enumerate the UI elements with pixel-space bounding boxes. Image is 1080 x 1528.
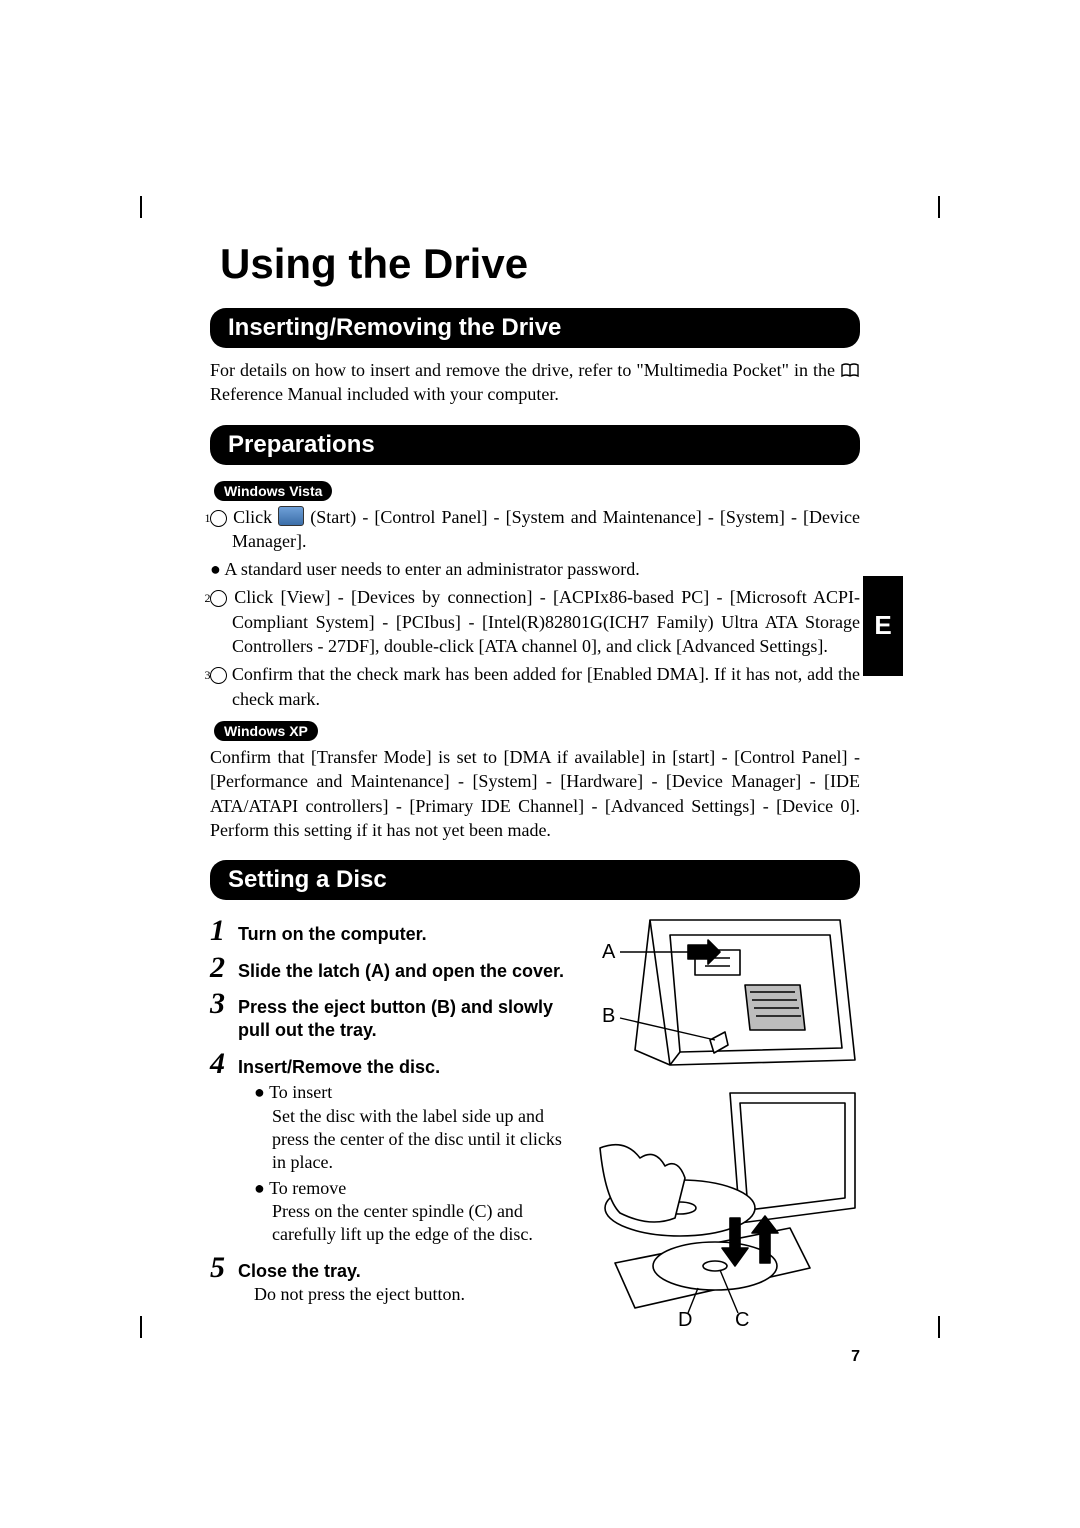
crop-mark: [938, 196, 940, 218]
insert-remove-body: For details on how to insert and remove …: [210, 358, 860, 407]
bullet-icon: ●: [210, 559, 221, 579]
text-fragment: For details on how to insert and remove …: [210, 360, 840, 380]
insert-sub-label: ● To insert: [254, 1081, 566, 1104]
text-fragment: To remove: [269, 1178, 346, 1198]
step-4: 4 Insert/Remove the disc.: [210, 1049, 566, 1079]
drive-latch-illustration: A B: [580, 910, 860, 1080]
text-fragment: Reference Manual included with your comp…: [210, 384, 559, 404]
bullet-icon: ●: [254, 1178, 265, 1198]
step-number: 1: [210, 916, 232, 946]
label-b: B: [602, 1005, 615, 1027]
steps-column: 1 Turn on the computer. 2 Slide the latc…: [210, 910, 566, 1306]
circled-1-icon: 1: [210, 510, 227, 527]
page-number: 7: [851, 1348, 860, 1366]
reference-manual-icon: [840, 360, 860, 376]
step-text: Insert/Remove the disc.: [238, 1056, 566, 1079]
section-heading-setting-disc: Setting a Disc: [210, 860, 860, 900]
vista-step-1: 1 Click (Start) - [Control Panel] - [Sys…: [210, 505, 860, 554]
crop-mark: [140, 196, 142, 218]
crop-mark: [140, 1316, 142, 1338]
windows-start-icon: [278, 506, 304, 526]
vista-step-2: 2 Click [View] - [Devices by connection]…: [210, 585, 860, 658]
step-number: 4: [210, 1049, 232, 1079]
windows-xp-badge: Windows XP: [214, 721, 318, 741]
remove-sub-desc: Press on the center spindle (C) and care…: [254, 1200, 566, 1247]
bullet-icon: ●: [254, 1082, 265, 1102]
remove-sub-label: ● To remove: [254, 1177, 566, 1200]
label-a: A: [602, 941, 616, 963]
step-2: 2 Slide the latch (A) and open the cover…: [210, 953, 566, 983]
step-1: 1 Turn on the computer.: [210, 916, 566, 946]
text-fragment: Confirm that the check mark has been add…: [232, 664, 860, 708]
circled-2-icon: 2: [210, 590, 227, 607]
step-text: Close the tray.: [238, 1260, 566, 1283]
section-heading-preparations: Preparations: [210, 425, 860, 465]
vista-note-bullet: ● A standard user needs to enter an admi…: [210, 557, 860, 581]
step-5-note: Do not press the eject button.: [254, 1283, 566, 1306]
language-side-tab: E: [863, 576, 903, 676]
windows-vista-badge: Windows Vista: [214, 481, 332, 501]
step-number: 5: [210, 1253, 232, 1283]
vista-step-3: 3 Confirm that the check mark has been a…: [210, 662, 860, 711]
step-text: Press the eject button (B) and slowly pu…: [238, 996, 566, 1043]
crop-mark: [938, 1316, 940, 1338]
page-title: Using the Drive: [210, 240, 860, 288]
circled-3-icon: 3: [210, 667, 227, 684]
step-number: 2: [210, 953, 232, 983]
step-text: Slide the latch (A) and open the cover.: [238, 960, 566, 983]
label-d: D: [678, 1309, 692, 1328]
xp-body: Confirm that [Transfer Mode] is set to […: [210, 745, 860, 842]
step-text: Turn on the computer.: [238, 923, 566, 946]
text-fragment: (Start) - [Control Panel] - [System and …: [232, 507, 860, 551]
illustration-column: A B: [580, 910, 860, 1336]
insert-sub-desc: Set the disc with the label side up and …: [254, 1105, 566, 1175]
section-heading-insert-remove: Inserting/Removing the Drive: [210, 308, 860, 348]
text-fragment: To insert: [269, 1082, 332, 1102]
disc-insert-illustration: D C: [580, 1088, 860, 1328]
text-fragment: Click [View] - [Devices by connection] -…: [232, 587, 860, 656]
step-number: 3: [210, 989, 232, 1019]
step-5: 5 Close the tray.: [210, 1253, 566, 1283]
label-c: C: [735, 1309, 749, 1328]
text-fragment: Click: [233, 507, 278, 527]
step-3: 3 Press the eject button (B) and slowly …: [210, 989, 566, 1043]
text-fragment: A standard user needs to enter an admini…: [224, 559, 639, 579]
